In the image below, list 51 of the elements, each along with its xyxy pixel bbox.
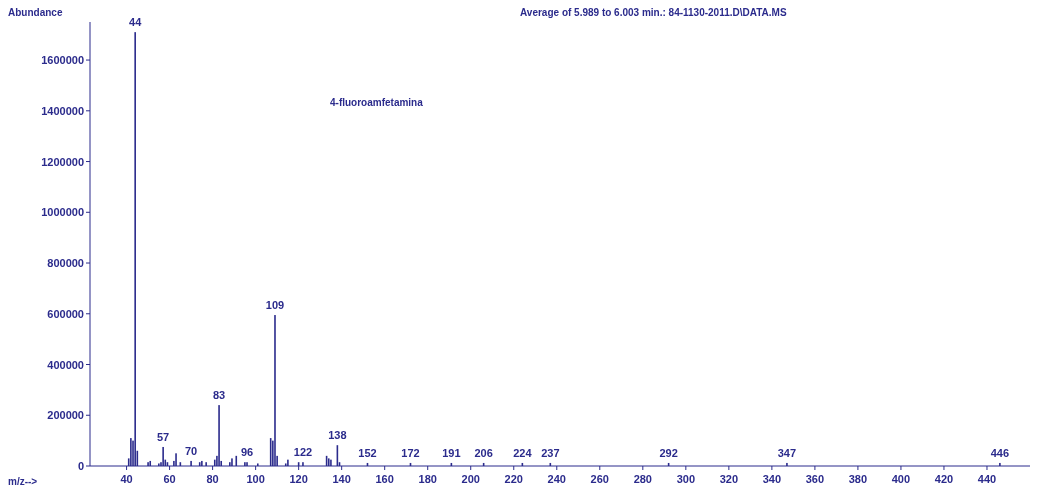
x-tick-label: 420 (934, 473, 954, 485)
y-tick-label: 1600000 (41, 54, 84, 67)
annotation: 122 (293, 446, 313, 459)
x-tick-label: 180 (418, 473, 437, 485)
x-tick-label: 300 (676, 473, 696, 485)
y-tick-label: 400000 (47, 358, 84, 371)
annotation: 70 (184, 444, 198, 457)
annotation: 446 (990, 446, 1010, 459)
x-tick-label: 380 (848, 473, 868, 485)
x-tick-label: 120 (289, 473, 308, 485)
x-tick-label: 60 (163, 473, 176, 485)
x-tick-label: 340 (762, 473, 782, 485)
x-tick-label: 160 (375, 473, 394, 485)
x-tick-label: 240 (547, 473, 566, 485)
annotation: 44 (129, 16, 143, 29)
x-tick-label: 400 (891, 473, 911, 485)
annotation: 172 (401, 446, 420, 459)
y-tick-label: 1000000 (41, 206, 84, 219)
annotation: 224 (513, 446, 533, 459)
x-tick-label: 440 (977, 473, 997, 485)
x-tick-label: 320 (719, 473, 739, 485)
annotation: 4-fluoroamfetamina (330, 97, 424, 108)
x-tick-label: 40 (120, 473, 133, 485)
y-tick-label: 800000 (47, 257, 84, 270)
y-tick-label: 1200000 (41, 155, 84, 168)
annotation: 191 (442, 446, 461, 459)
y-tick-label: 0 (77, 460, 84, 472)
annotation: 292 (659, 446, 678, 459)
x-tick-label: 80 (206, 473, 219, 485)
annotation: 83 (212, 389, 226, 402)
annotation: 96 (240, 446, 254, 459)
x-axis-title: m/z--> (8, 476, 38, 487)
annotation: 109 (265, 299, 285, 312)
annotation: 152 (358, 446, 377, 459)
x-tick-label: 260 (590, 473, 609, 485)
y-axis-title: Abundance (8, 7, 63, 18)
annotation: 57 (157, 430, 170, 443)
annotation: 138 (328, 429, 347, 442)
x-tick-label: 100 (246, 473, 265, 485)
chart-title: Average of 5.989 to 6.003 min.: 84-1130-2011.D\DATA.MS (520, 7, 787, 18)
x-tick-label: 220 (504, 473, 523, 485)
x-tick-label: 360 (805, 473, 825, 485)
annotation: 347 (777, 446, 797, 459)
x-tick-label: 280 (633, 473, 652, 485)
x-tick-label: 140 (332, 473, 351, 485)
y-tick-label: 1400000 (41, 104, 84, 117)
y-tick-label: 600000 (47, 307, 84, 320)
y-tick-label: 200000 (47, 409, 84, 422)
annotation: 206 (474, 446, 493, 459)
x-tick-label: 200 (461, 473, 480, 485)
annotation: 237 (541, 446, 560, 459)
